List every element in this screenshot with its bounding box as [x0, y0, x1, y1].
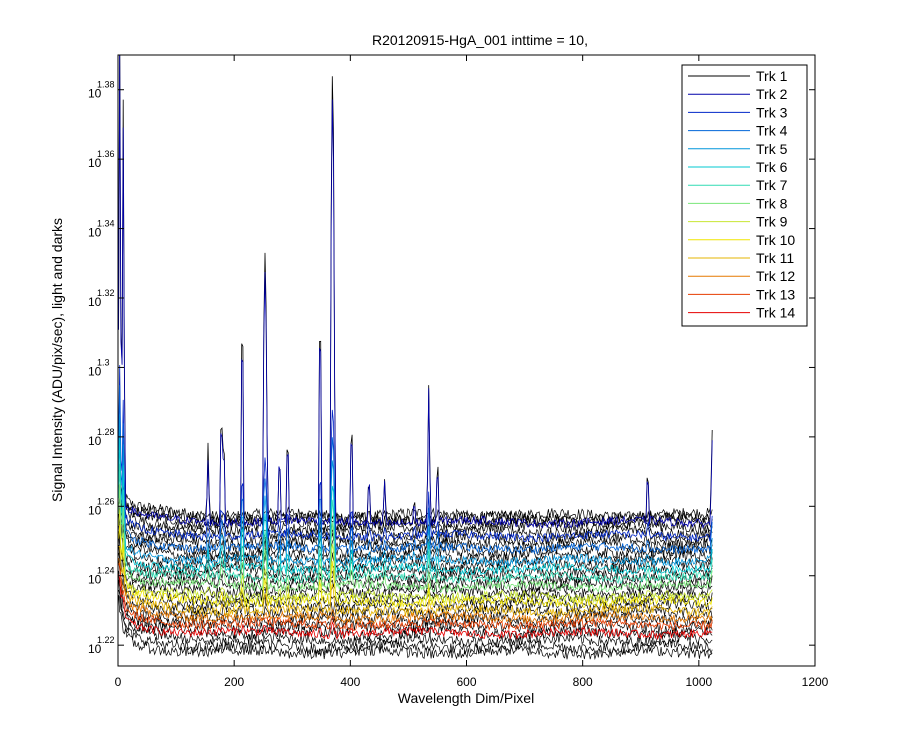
y-tick-base: 10 — [88, 226, 102, 240]
series-line-2 — [118, 55, 713, 529]
legend-label-14: Trk 14 — [756, 305, 795, 321]
dark-trace — [118, 505, 713, 565]
series-line-4 — [118, 385, 713, 556]
x-tick-label: 400 — [340, 675, 360, 689]
x-axis-title: Wavelength Dim/Pixel — [398, 690, 534, 706]
y-tick-exponent: 1.36 — [97, 149, 115, 159]
y-tick-exponent: 1.26 — [97, 496, 115, 506]
legend-label-4: Trk 4 — [756, 123, 788, 139]
legend-label-3: Trk 3 — [756, 104, 788, 120]
legend-label-5: Trk 5 — [756, 141, 788, 157]
series-line-8 — [118, 483, 713, 594]
legend-box — [681, 64, 808, 327]
legend-label-12: Trk 12 — [756, 268, 795, 284]
series-line-10 — [118, 524, 713, 609]
legend-label-9: Trk 9 — [756, 214, 788, 230]
legend-label-7: Trk 7 — [756, 177, 788, 193]
dark-trace — [118, 513, 713, 579]
dark-trace — [118, 482, 713, 541]
x-tick-label: 800 — [573, 675, 593, 689]
y-tick-exponent: 1.38 — [97, 80, 115, 90]
y-axis: 101.22101.24101.26101.28101.3101.32101.3… — [88, 80, 815, 656]
x-tick-label: 1000 — [685, 675, 712, 689]
legend-label-2: Trk 2 — [756, 86, 788, 102]
legend-label-11: Trk 11 — [756, 250, 794, 266]
dark-trace — [118, 589, 713, 649]
y-tick-base: 10 — [88, 642, 102, 656]
legend-label-13: Trk 13 — [756, 286, 795, 302]
x-tick-label: 600 — [456, 675, 476, 689]
series-line-9 — [118, 509, 713, 604]
series-line-13 — [118, 562, 713, 632]
dark-trace — [118, 483, 713, 547]
y-tick-base: 10 — [88, 87, 102, 101]
series-line-3 — [118, 365, 713, 543]
chart-title: R20120915-HgA_001 inttime = 10, — [372, 32, 588, 48]
y-tick-base: 10 — [88, 156, 102, 170]
y-tick-base: 10 — [88, 434, 102, 448]
y-tick-exponent: 1.34 — [97, 219, 115, 229]
dark-trace — [118, 595, 713, 660]
y-axis-title: Signal Intensity (ADU/pix/sec), light an… — [49, 218, 65, 502]
series-line-5 — [118, 414, 713, 567]
y-tick-base: 10 — [88, 573, 102, 587]
legend: Trk 1 Trk 2 Trk 3 Trk 4 Trk 5 Trk 6 Trk 7 Trk 8… — [681, 64, 808, 327]
y-tick-exponent: 1.32 — [97, 288, 115, 298]
legend-label-8: Trk 8 — [756, 195, 788, 211]
series-line-12 — [118, 557, 713, 625]
y-tick-base: 10 — [88, 364, 102, 378]
series-line-14 — [118, 574, 713, 641]
x-tick-label: 200 — [224, 675, 244, 689]
x-tick-label: 0 — [115, 675, 122, 689]
dark-trace — [118, 574, 713, 635]
legend-label-6: Trk 6 — [756, 159, 788, 175]
series-line-7 — [118, 463, 713, 585]
series-line-6 — [118, 438, 713, 576]
y-tick-base: 10 — [88, 503, 102, 517]
y-tick-base: 10 — [88, 295, 102, 309]
series-line-11 — [118, 545, 713, 618]
series-traces — [118, 55, 713, 641]
dark-trace — [118, 534, 713, 600]
legend-label-1: Trk 1 — [756, 68, 788, 84]
dark-trace — [118, 595, 713, 656]
x-axis: 0 200 400 600 800 1000 1200 — [115, 55, 829, 689]
y-tick-exponent: 1.24 — [97, 566, 115, 576]
y-tick-exponent: 1.3 — [97, 357, 110, 367]
x-tick-label: 1200 — [802, 675, 829, 689]
legend-label-10: Trk 10 — [756, 232, 795, 248]
y-tick-exponent: 1.22 — [97, 635, 115, 645]
y-tick-exponent: 1.28 — [97, 427, 115, 437]
